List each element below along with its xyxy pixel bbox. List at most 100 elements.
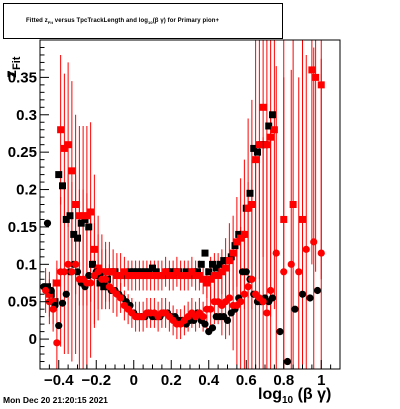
data-point <box>265 122 273 130</box>
data-point <box>49 305 57 313</box>
data-point <box>250 144 258 152</box>
data-point <box>244 204 252 212</box>
data-point <box>134 268 141 276</box>
data-point <box>240 290 248 298</box>
data-point <box>85 223 93 231</box>
data-point <box>150 272 158 280</box>
data-point <box>246 189 254 197</box>
title-prefix: Fitted z <box>26 18 48 24</box>
data-point <box>295 268 303 276</box>
data-point <box>139 272 147 280</box>
data-point <box>210 272 218 280</box>
data-point <box>177 272 185 280</box>
data-point <box>208 324 217 332</box>
data-point <box>72 201 80 208</box>
data-point <box>252 156 260 164</box>
data-point <box>205 268 213 276</box>
data-point <box>135 272 143 280</box>
plot-title: Fitted zFit versus TpcTrackLength and lo… <box>26 18 219 25</box>
data-point <box>83 212 91 220</box>
data-point <box>235 230 243 238</box>
data-point <box>267 133 275 141</box>
data-point <box>283 357 292 366</box>
data-point <box>169 272 177 280</box>
data-point <box>154 272 162 280</box>
data-points <box>40 66 325 366</box>
title-sub1: Fit <box>47 20 53 26</box>
data-point <box>149 264 156 272</box>
data-point <box>55 322 63 330</box>
data-point <box>45 298 53 306</box>
data-point <box>94 268 102 276</box>
y-axis-label-main: z <box>3 70 20 78</box>
data-point <box>201 249 209 257</box>
data-point <box>117 294 125 302</box>
data-point <box>68 268 76 276</box>
data-point <box>87 279 95 287</box>
data-point <box>81 215 89 223</box>
y-tick-label: 0.2 <box>16 182 37 199</box>
data-point <box>45 290 53 298</box>
x-tick-label: 0.8 <box>273 372 294 389</box>
x-tick-label: −0.4 <box>44 372 74 389</box>
data-point <box>79 212 87 220</box>
data-point <box>291 305 299 313</box>
x-axis-label-tail: (β γ) <box>297 386 332 403</box>
data-point <box>280 268 288 276</box>
data-point <box>225 257 233 265</box>
data-point <box>55 171 63 179</box>
data-point <box>197 260 205 268</box>
data-point <box>194 268 201 276</box>
data-point <box>207 275 215 283</box>
data-point <box>59 182 66 190</box>
x-tick-label: 1 <box>317 372 325 389</box>
data-point <box>47 286 55 295</box>
data-point <box>248 201 256 208</box>
y-tick-label: 0.1 <box>16 256 37 273</box>
data-point <box>152 268 160 276</box>
data-point <box>317 249 325 257</box>
x-tick-label: 0.6 <box>236 372 257 389</box>
x-tick-label: 0.4 <box>198 372 220 389</box>
data-point <box>220 257 228 265</box>
data-point <box>73 268 82 276</box>
data-point <box>147 272 155 280</box>
data-point <box>237 298 245 306</box>
data-point <box>90 245 98 253</box>
data-point <box>43 219 52 227</box>
data-point <box>57 126 65 134</box>
data-point <box>223 316 232 324</box>
data-point <box>158 272 166 280</box>
data-point <box>306 294 314 302</box>
title-box: Fitted zFit versus TpcTrackLength and lo… <box>3 3 283 39</box>
data-point <box>58 299 67 307</box>
data-point <box>53 339 61 347</box>
data-point <box>167 268 175 276</box>
data-point <box>195 272 203 280</box>
data-point <box>96 279 104 287</box>
data-point <box>141 268 149 276</box>
data-point <box>109 268 117 276</box>
data-point <box>128 272 136 280</box>
data-point <box>180 272 188 280</box>
data-point <box>102 275 110 283</box>
data-point <box>60 268 68 276</box>
data-point <box>124 272 132 280</box>
x-tick-label: −0.2 <box>81 372 111 389</box>
data-point <box>137 268 145 276</box>
data-point <box>145 268 153 276</box>
data-point <box>267 286 275 295</box>
data-point <box>60 144 68 152</box>
data-point <box>126 268 134 276</box>
data-point <box>120 268 128 276</box>
data-point <box>117 272 125 280</box>
y-tick-label: 0.25 <box>8 144 37 161</box>
data-point <box>270 126 278 134</box>
data-point <box>49 298 57 306</box>
data-point <box>302 245 310 253</box>
y-tick-label: 0 <box>29 331 37 348</box>
data-point <box>88 260 97 268</box>
data-point <box>268 294 277 302</box>
data-point <box>229 249 237 257</box>
